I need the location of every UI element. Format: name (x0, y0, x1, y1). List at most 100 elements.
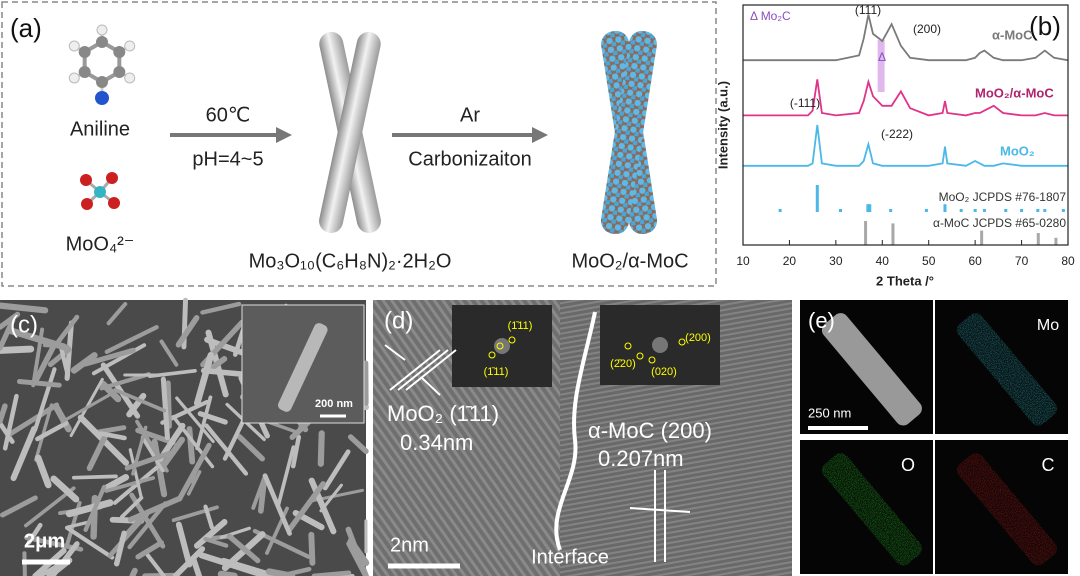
reference-stick (982, 209, 986, 212)
sem-rod (175, 315, 200, 348)
sem-rod (165, 380, 172, 429)
scale-label: 200 nm (315, 398, 353, 410)
lattice-marker (389, 349, 441, 391)
reference-stick (1036, 209, 1040, 212)
tem-noise (373, 300, 792, 576)
reference-stick (1054, 237, 1058, 245)
sem-rod (113, 530, 127, 567)
interface-label: Interface (531, 546, 609, 568)
sem-rod (276, 445, 296, 508)
sem-rod (347, 434, 369, 454)
reference-stick (864, 221, 868, 245)
aniline-label: Aniline (70, 118, 130, 140)
step-condition: Carbonizaiton (408, 148, 531, 170)
lattice-marker (397, 349, 449, 391)
annotation: Δ Mo₂C (750, 9, 791, 23)
sem-rod (347, 538, 370, 567)
fft-label: (1̄11) (508, 320, 533, 332)
reference-stick (1061, 209, 1065, 212)
reference-stick (973, 209, 977, 212)
eds-map-rod (821, 453, 922, 566)
sem-rod (286, 481, 326, 533)
sem-rod (33, 344, 56, 382)
oxygen (106, 172, 118, 184)
step-condition: Ar (460, 104, 480, 126)
sem-rod (127, 501, 168, 550)
legend-label: MoO₂/α-MoC (975, 85, 1054, 100)
panel-a-frame (1, 1, 717, 287)
sem-rod (6, 402, 60, 438)
sem-rod (311, 570, 352, 576)
sem-rod (127, 495, 183, 523)
hydrogen (68, 40, 80, 52)
sem-rod (24, 486, 76, 528)
sem-rod (159, 436, 186, 470)
sem-rod (113, 388, 167, 413)
hydrogen (68, 72, 80, 84)
hydrogen (124, 40, 136, 52)
sem-rod (346, 540, 369, 576)
x-tick-label: 30 (829, 254, 843, 268)
sem-rod (176, 442, 212, 502)
reference-stick (1036, 233, 1040, 245)
sem-rod (35, 420, 69, 442)
sem-rod (104, 476, 156, 493)
sem-rod (203, 536, 229, 548)
oxygen (108, 197, 120, 209)
nitrogen (95, 91, 109, 105)
reference-stick (891, 223, 895, 245)
eds-map-rod (956, 313, 1057, 426)
sem-rod (128, 448, 143, 499)
sem-rod (31, 327, 45, 388)
annotation: (-222) (881, 127, 913, 141)
sem-rod (200, 301, 242, 315)
plot-frame (742, 4, 1069, 246)
reference-label: MoO₂ JCPDS #76-1807 (939, 190, 1067, 204)
step-condition: 60℃ (206, 104, 251, 126)
sem-rod (317, 430, 325, 467)
sem-rod (120, 495, 144, 519)
plane-label: α-MoC (200) (588, 418, 712, 443)
oxygen (81, 198, 93, 210)
sem-rod (186, 426, 196, 465)
panel-label: (c) (10, 311, 38, 338)
fft-label: (200) (685, 332, 711, 344)
sem-rod (172, 546, 206, 576)
fft-spot (678, 338, 686, 346)
lattice-marker (405, 349, 457, 391)
spacing-label: 0.207nm (598, 446, 684, 471)
sem-rod (37, 563, 61, 576)
sem-rod (16, 379, 62, 388)
sem-rod (193, 519, 228, 549)
sem-rod (0, 495, 38, 518)
panel-label: (a) (10, 13, 42, 43)
sem-rod (64, 525, 115, 560)
sem-rod (65, 499, 114, 518)
x-tick-label: 70 (1015, 254, 1029, 268)
fft-label: (2̄20) (610, 358, 636, 370)
highlight-band (877, 40, 885, 92)
sem-rod (55, 314, 80, 345)
fft-center (494, 338, 510, 354)
pointer (384, 344, 406, 361)
sem-rod (159, 339, 179, 367)
sem-rod (135, 540, 165, 560)
sem-rod (204, 423, 249, 476)
fft-label: (1̄11) (484, 366, 509, 378)
xrd-curve (743, 124, 1068, 167)
molybdate-molecule (80, 172, 120, 210)
scale-label: 2nm (390, 534, 429, 556)
eds-map-rod (956, 453, 1057, 566)
fft-spot (636, 352, 644, 360)
inset-rod (278, 323, 328, 412)
pointer (421, 377, 441, 396)
sem-rod (124, 450, 173, 471)
element-label: O (901, 455, 915, 475)
sem-rod (140, 435, 166, 473)
sem-rod (2, 393, 19, 451)
element-label: C (1042, 455, 1055, 475)
sem-rod (70, 352, 98, 374)
panel-label: (d) (384, 307, 413, 334)
sem-rod (86, 433, 109, 471)
